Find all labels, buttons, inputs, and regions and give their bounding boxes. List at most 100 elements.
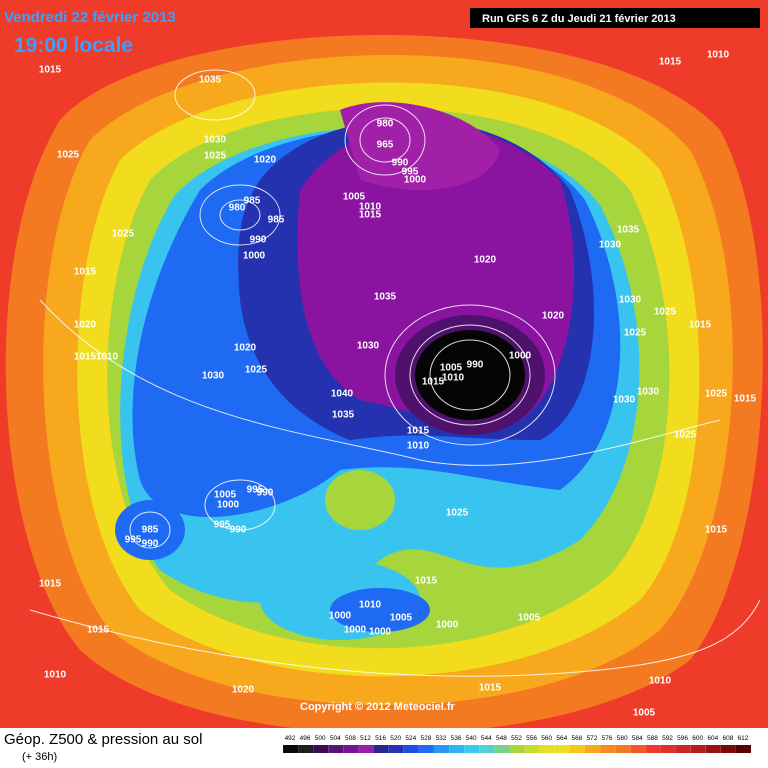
scale-swatch	[313, 745, 329, 753]
isobar-label: 1020	[232, 685, 255, 696]
scale-swatch	[283, 745, 298, 753]
scale-swatch	[675, 745, 691, 753]
scale-swatch	[630, 745, 646, 753]
isobar-label: 1025	[112, 229, 135, 240]
isobar-label: 985	[244, 196, 261, 207]
isobar-label: 1025	[446, 508, 469, 519]
scale-label: 520	[390, 735, 401, 742]
isobar-label: 1015	[359, 210, 382, 221]
isobar-label: 1010	[359, 202, 382, 213]
scale-swatch	[554, 745, 570, 753]
isobar-label: 1025	[245, 365, 268, 376]
scale-label: 604	[707, 735, 718, 742]
isobar-label: 1010	[407, 441, 430, 452]
scale-swatch	[403, 745, 419, 753]
scale-swatch	[524, 745, 540, 753]
isobar-label: 995	[214, 520, 231, 531]
scale-label: 588	[647, 735, 658, 742]
scale-label: 580	[617, 735, 628, 742]
color-scale: 492 496 500 504 508 512 516 520 524 528 532 536 540 5…	[283, 735, 751, 753]
isobar-label: 1000	[436, 620, 459, 631]
isobar-label: 1030	[357, 341, 380, 352]
scale-swatch	[600, 745, 616, 753]
local-time: 19:00 locale	[14, 34, 133, 57]
scale-swatch	[298, 745, 314, 753]
isobar-label: 1015	[39, 65, 62, 76]
isobar-label: 1010	[649, 676, 672, 687]
scale-swatch	[615, 745, 631, 753]
isobar-label: 1010	[442, 373, 465, 384]
isobar-label: 1015	[87, 625, 110, 636]
isobar-label: 985	[142, 525, 159, 536]
isobar-label: 990	[230, 525, 247, 536]
scale-label: 584	[632, 735, 643, 742]
scale-label: 516	[375, 735, 386, 742]
isobar-label: 1015	[689, 320, 712, 331]
scale-swatch	[690, 745, 706, 753]
isobar-label: 990	[392, 158, 409, 169]
isobar-label: 980	[377, 119, 394, 130]
isobar-label: 1015	[705, 525, 728, 536]
isobar-label: 990	[257, 488, 274, 499]
isobar-label: 1000	[509, 351, 532, 362]
isobar-label: 1000	[344, 625, 367, 636]
isobar-label: 1010	[44, 670, 67, 681]
scale-label: 560	[541, 735, 552, 742]
isobar-label: 1025	[674, 430, 697, 441]
isobar-label: 1025	[705, 389, 728, 400]
isobar-label: 1030	[202, 371, 225, 382]
footer-title: Géop. Z500 & pression au sol	[4, 731, 202, 748]
isobar-label: 1015	[415, 576, 438, 587]
scale-label: 536	[451, 735, 462, 742]
isobar-label: 1000	[329, 611, 352, 622]
isobar-label: 1015	[734, 394, 757, 405]
scale-label: 600	[692, 735, 703, 742]
isobar-label: 1005	[214, 490, 237, 501]
scale-swatch	[479, 745, 495, 753]
scale-label: 608	[722, 735, 733, 742]
scale-label: 540	[466, 735, 477, 742]
isobar-label: 1040	[331, 389, 354, 400]
scale-swatch	[660, 745, 676, 753]
scale-swatch	[388, 745, 404, 753]
copyright: Copyright © 2012 Meteociel.fr	[300, 701, 456, 713]
scale-swatch	[569, 745, 585, 753]
scale-label: 532	[436, 735, 447, 742]
scale-swatch	[434, 745, 449, 753]
isobar-label: 1000	[243, 251, 266, 262]
isobar-label: 1030	[599, 240, 622, 251]
scale-label: 572	[587, 735, 598, 742]
isobar-label: 1025	[204, 151, 227, 162]
run-box	[470, 8, 760, 28]
isobar-label: 1035	[199, 75, 222, 86]
scale-label: 556	[526, 735, 537, 742]
scale-swatch	[494, 745, 510, 753]
isobar-label: 1005	[633, 708, 656, 719]
isobar-label: 995	[125, 535, 142, 546]
date: Vendredi 22 février 2013	[4, 9, 176, 26]
isobar-label: 1010	[359, 600, 382, 611]
isobar-label: 995	[247, 485, 264, 496]
isobar-label: 1020	[254, 155, 277, 166]
isobar-label: 1010	[707, 50, 730, 61]
isobar-label: 1035	[332, 410, 355, 421]
scale-swatch	[705, 745, 721, 753]
scale-swatch	[509, 745, 525, 753]
isobar-label: 990	[467, 360, 484, 371]
isobar-label: 965	[377, 140, 394, 151]
isobar-label: 1015	[74, 267, 97, 278]
scale-swatch	[328, 745, 344, 753]
scale-swatch	[358, 745, 374, 753]
isobar-label: 1025	[654, 307, 677, 318]
scale-label: 528	[420, 735, 431, 742]
scale-label: 500	[315, 735, 326, 742]
isobar-label: 1020	[542, 311, 565, 322]
scale-swatch	[464, 745, 480, 753]
isobar-label: 1005	[440, 363, 463, 374]
isobar-label: 1020	[74, 320, 97, 331]
isobar-label: 1035	[374, 292, 397, 303]
isobar-label: 1000	[369, 627, 392, 638]
isobar-label: 1020	[234, 343, 257, 354]
isobar-label: 990	[142, 539, 159, 550]
